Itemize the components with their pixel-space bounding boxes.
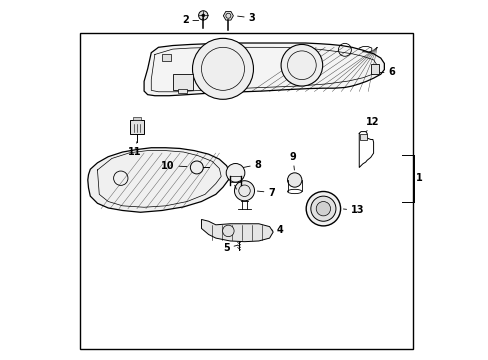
Bar	[370, 64, 378, 74]
Text: 6: 6	[379, 67, 394, 77]
Circle shape	[316, 202, 330, 216]
Circle shape	[234, 181, 254, 201]
Text: 1: 1	[415, 173, 422, 183]
Circle shape	[202, 14, 204, 17]
Polygon shape	[201, 220, 273, 242]
Circle shape	[287, 173, 301, 187]
Bar	[359, 134, 366, 140]
Text: 8: 8	[242, 159, 261, 170]
Circle shape	[226, 163, 244, 182]
Text: 4: 4	[264, 225, 283, 235]
Text: 13: 13	[343, 206, 364, 216]
Bar	[178, 89, 187, 93]
Circle shape	[198, 11, 207, 20]
Circle shape	[305, 192, 340, 226]
Circle shape	[222, 225, 234, 237]
Bar	[132, 117, 141, 120]
Text: 12: 12	[366, 117, 379, 132]
Bar	[80, 33, 412, 348]
Polygon shape	[88, 148, 230, 212]
Text: 7: 7	[257, 188, 274, 198]
Circle shape	[192, 39, 253, 99]
Bar	[162, 54, 171, 61]
Text: 9: 9	[289, 152, 296, 170]
Polygon shape	[144, 43, 384, 96]
Text: 5: 5	[223, 243, 237, 253]
Text: 10: 10	[161, 161, 186, 171]
Bar	[129, 120, 144, 134]
Circle shape	[310, 196, 335, 221]
Text: 11: 11	[128, 141, 142, 157]
Bar	[172, 74, 192, 90]
Polygon shape	[223, 12, 233, 20]
Circle shape	[281, 44, 322, 86]
Circle shape	[190, 161, 203, 174]
Text: 3: 3	[237, 13, 255, 23]
Text: 2: 2	[182, 15, 198, 26]
